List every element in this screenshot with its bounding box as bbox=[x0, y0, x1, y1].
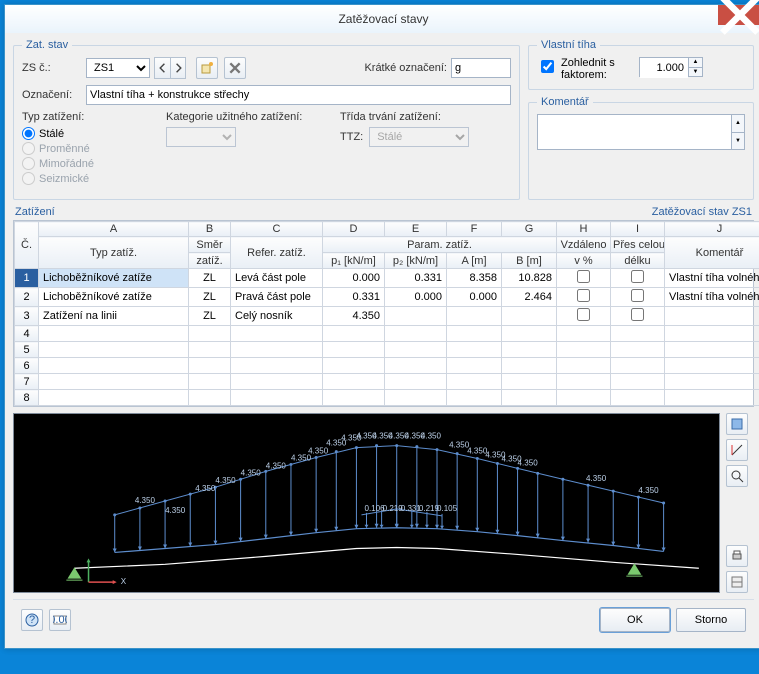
svg-text:4.350: 4.350 bbox=[518, 458, 539, 467]
tool-view[interactable] bbox=[726, 413, 748, 435]
svg-text:4.350: 4.350 bbox=[165, 506, 186, 515]
kategorie-label: Kategorie užitného zatížení: bbox=[166, 111, 336, 123]
pres-checkbox[interactable] bbox=[631, 308, 644, 321]
units-button[interactable]: 0.00 bbox=[49, 609, 71, 631]
legend-vlastni: Vlastní tíha bbox=[537, 39, 600, 51]
name-label: Označení: bbox=[22, 89, 82, 101]
table-row[interactable]: 6 bbox=[15, 358, 759, 374]
svg-text:0.00: 0.00 bbox=[53, 614, 67, 626]
factor-input[interactable] bbox=[640, 58, 688, 78]
table-row[interactable]: 2 Lichoběžníkové zatíže ZLPravá část pol… bbox=[15, 288, 759, 307]
vzd-checkbox[interactable] bbox=[577, 289, 590, 302]
next-button[interactable] bbox=[170, 57, 186, 79]
svg-text:X: X bbox=[121, 577, 127, 586]
group-vlastni-tiha: Vlastní tíha Zohlednit s faktorem: ▲▼ bbox=[528, 39, 754, 90]
titlebar: Zatěžovací stavy bbox=[5, 5, 759, 33]
short-label: Krátké označení: bbox=[364, 62, 447, 74]
comment-scroll-down[interactable]: ▼ bbox=[732, 133, 744, 150]
pres-checkbox[interactable] bbox=[631, 289, 644, 302]
short-input[interactable] bbox=[451, 58, 511, 78]
ok-button[interactable]: OK bbox=[600, 608, 670, 632]
table-row[interactable]: 3 Zatížení na linii ZLCelý nosník 4.350 bbox=[15, 307, 759, 326]
title-text: Zatěžovací stavy bbox=[338, 12, 428, 26]
radio-mimoradne[interactable]: Mimořádné bbox=[22, 157, 162, 170]
svg-text:4.350: 4.350 bbox=[266, 461, 287, 470]
ttz-select: Stálé bbox=[369, 127, 469, 147]
table-row[interactable]: 5 bbox=[15, 342, 759, 358]
svg-text:4.350: 4.350 bbox=[638, 486, 659, 495]
svg-text:4.350: 4.350 bbox=[195, 484, 216, 493]
comment-scroll-up[interactable]: ▲ bbox=[732, 115, 744, 133]
zatizeni-header: Zatížení bbox=[15, 206, 55, 218]
kategorie-select bbox=[166, 127, 236, 147]
name-input[interactable] bbox=[86, 85, 511, 105]
cancel-button[interactable]: Storno bbox=[676, 608, 746, 632]
group-comment: Komentář ▲ ▼ bbox=[528, 96, 754, 200]
group-zat-stav: Zat. stav ZS č.: ZS1 Krátké označení: Oz… bbox=[13, 39, 520, 200]
radio-promenne[interactable]: Proměnné bbox=[22, 142, 162, 155]
factor-spinner[interactable]: ▲▼ bbox=[639, 57, 703, 77]
zs-label: ZS č.: bbox=[22, 62, 82, 74]
svg-text:4.350: 4.350 bbox=[586, 474, 607, 483]
vzd-checkbox[interactable] bbox=[577, 308, 590, 321]
legend-comment: Komentář bbox=[537, 96, 593, 108]
comment-textarea[interactable] bbox=[537, 114, 732, 150]
radio-stale[interactable]: Stálé bbox=[22, 127, 162, 140]
table-row[interactable]: 8 bbox=[15, 390, 759, 406]
tool-axes[interactable] bbox=[726, 439, 748, 461]
new-button[interactable] bbox=[196, 57, 218, 79]
zs-select[interactable]: ZS1 bbox=[86, 58, 150, 78]
prev-button[interactable] bbox=[154, 57, 170, 79]
delete-button[interactable] bbox=[224, 57, 246, 79]
svg-text:?: ? bbox=[29, 614, 35, 626]
table-row[interactable]: 1 Lichoběžníkové zatíže ZLLevá část pole… bbox=[15, 269, 759, 288]
svg-text:4.350: 4.350 bbox=[308, 447, 329, 456]
svg-text:4.350: 4.350 bbox=[215, 476, 236, 485]
table-row[interactable]: 7 bbox=[15, 374, 759, 390]
table-row[interactable]: 4 bbox=[15, 326, 759, 342]
type-label: Typ zatížení: bbox=[22, 111, 162, 123]
load-graphic: 4.3504.3504.3504.3504.3504.3504.3504.350… bbox=[13, 413, 720, 593]
ttz-label: TTZ: bbox=[340, 131, 363, 143]
svg-text:4.350: 4.350 bbox=[241, 468, 262, 477]
trida-label: Třída trvání zatížení: bbox=[340, 111, 511, 123]
tool-settings[interactable] bbox=[726, 571, 748, 593]
svg-text:4.350: 4.350 bbox=[135, 496, 156, 505]
spin-up[interactable]: ▲ bbox=[688, 58, 702, 68]
tool-zoom[interactable] bbox=[726, 465, 748, 487]
zatizeni-right: Zatěžovací stav ZS1 bbox=[652, 206, 752, 218]
close-button[interactable] bbox=[718, 5, 759, 25]
load-table[interactable]: Č.ABCDEFGHIJ Typ zatíž.SměrRefer. zatíž.… bbox=[13, 220, 754, 407]
legend-zat-stav: Zat. stav bbox=[22, 39, 72, 51]
svg-text:0.105: 0.105 bbox=[437, 504, 458, 513]
svg-text:4.350: 4.350 bbox=[421, 432, 442, 441]
pres-checkbox[interactable] bbox=[631, 270, 644, 283]
factor-checkbox[interactable]: Zohlednit s faktorem: bbox=[537, 57, 631, 81]
help-button[interactable]: ? bbox=[21, 609, 43, 631]
vzd-checkbox[interactable] bbox=[577, 270, 590, 283]
radio-seizmicke[interactable]: Seizmické bbox=[22, 172, 162, 185]
dialog-window: Zatěžovací stavy Zat. stav ZS č.: ZS1 bbox=[4, 4, 759, 649]
tool-print[interactable] bbox=[726, 545, 748, 567]
spin-down[interactable]: ▼ bbox=[688, 68, 702, 77]
